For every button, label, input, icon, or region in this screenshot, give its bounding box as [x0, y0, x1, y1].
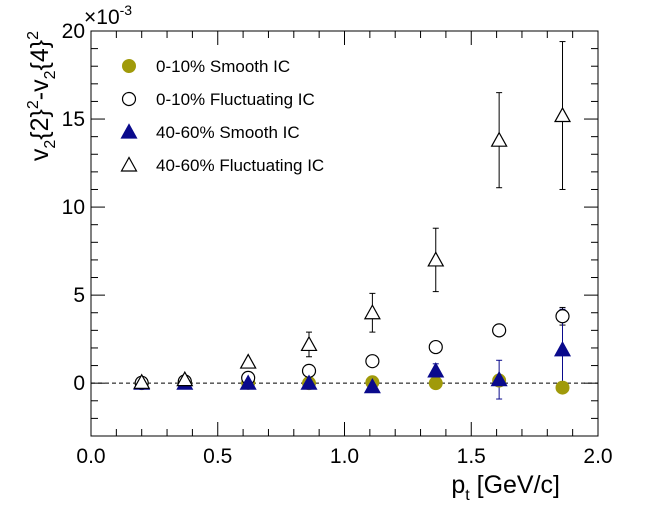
data-markers — [133, 106, 572, 395]
y-title-sup: 2 — [25, 100, 42, 109]
y-tick-label: 10 — [62, 196, 85, 219]
y-title-part: v — [26, 148, 54, 161]
x-tick-label: 0.0 — [76, 445, 105, 468]
y-tick-labels: 0 5 10 15 20 — [62, 20, 85, 395]
data-point — [427, 362, 445, 378]
y-title-sub: 2 — [42, 140, 59, 149]
legend-label: 0-10% Smooth IC — [156, 57, 290, 76]
data-point — [133, 373, 151, 389]
data-point — [239, 374, 257, 390]
x-axis-title: pt [GeV/c] — [451, 471, 560, 504]
y-tick-label: 0 — [73, 372, 85, 395]
y-tick-label: 5 — [73, 284, 85, 307]
y-axis-title: v2{2}2-v2{4}2 — [25, 31, 59, 161]
legend-marker — [121, 91, 137, 107]
data-point — [363, 377, 381, 394]
y-title-part: {4} — [26, 40, 54, 71]
data-point — [490, 370, 508, 387]
x-tick-label: 0.5 — [203, 445, 232, 468]
data-point — [553, 106, 572, 123]
x-tick-label: 2.0 — [583, 445, 612, 468]
y-axis-ticks — [91, 30, 598, 437]
x-tick-label: 1.5 — [457, 445, 486, 468]
legend: 0-10% Smooth IC 0-10% Fluctuating IC 40-60… — [120, 57, 324, 175]
x-tick-labels: 0.0 0.5 1.0 1.5 2.0 — [76, 445, 612, 468]
data-point — [176, 370, 194, 387]
data-point — [365, 354, 380, 369]
y-title-sub: 2 — [42, 70, 59, 79]
y-title-part: {2} — [26, 109, 54, 140]
y-multiplier-base: ×10 — [84, 6, 120, 29]
y-tick-label: 20 — [62, 20, 85, 43]
y-tick-label: 15 — [62, 108, 85, 131]
legend-marker — [120, 156, 138, 172]
legend-label: 40-60% Smooth IC — [156, 123, 300, 142]
legend-label: 40-60% Fluctuating IC — [156, 156, 324, 175]
data-point — [555, 309, 570, 324]
y-axis-multiplier: ×10-3 — [84, 2, 132, 29]
y-title-sup: 2 — [25, 31, 42, 40]
x-title-sub: t — [465, 487, 470, 504]
data-point — [427, 251, 445, 267]
data-point — [490, 131, 508, 147]
x-title-rest: [GeV/c] — [470, 471, 560, 499]
x-tick-label: 1.0 — [330, 445, 359, 468]
y-title-part: -v — [26, 79, 54, 100]
legend-label: 0-10% Fluctuating IC — [156, 90, 315, 109]
data-point — [428, 339, 443, 355]
data-point — [555, 380, 570, 395]
data-point — [300, 374, 318, 390]
y-multiplier-exp: -3 — [120, 2, 133, 18]
data-point — [428, 376, 443, 391]
data-point — [239, 353, 257, 369]
data-point — [553, 340, 572, 357]
data-point — [492, 323, 507, 338]
data-point — [363, 304, 381, 320]
x-axis-ticks — [90, 31, 599, 436]
data-point — [300, 335, 318, 352]
legend-marker — [120, 123, 138, 139]
legend-marker — [122, 59, 136, 73]
x-title-main: p — [451, 471, 465, 499]
